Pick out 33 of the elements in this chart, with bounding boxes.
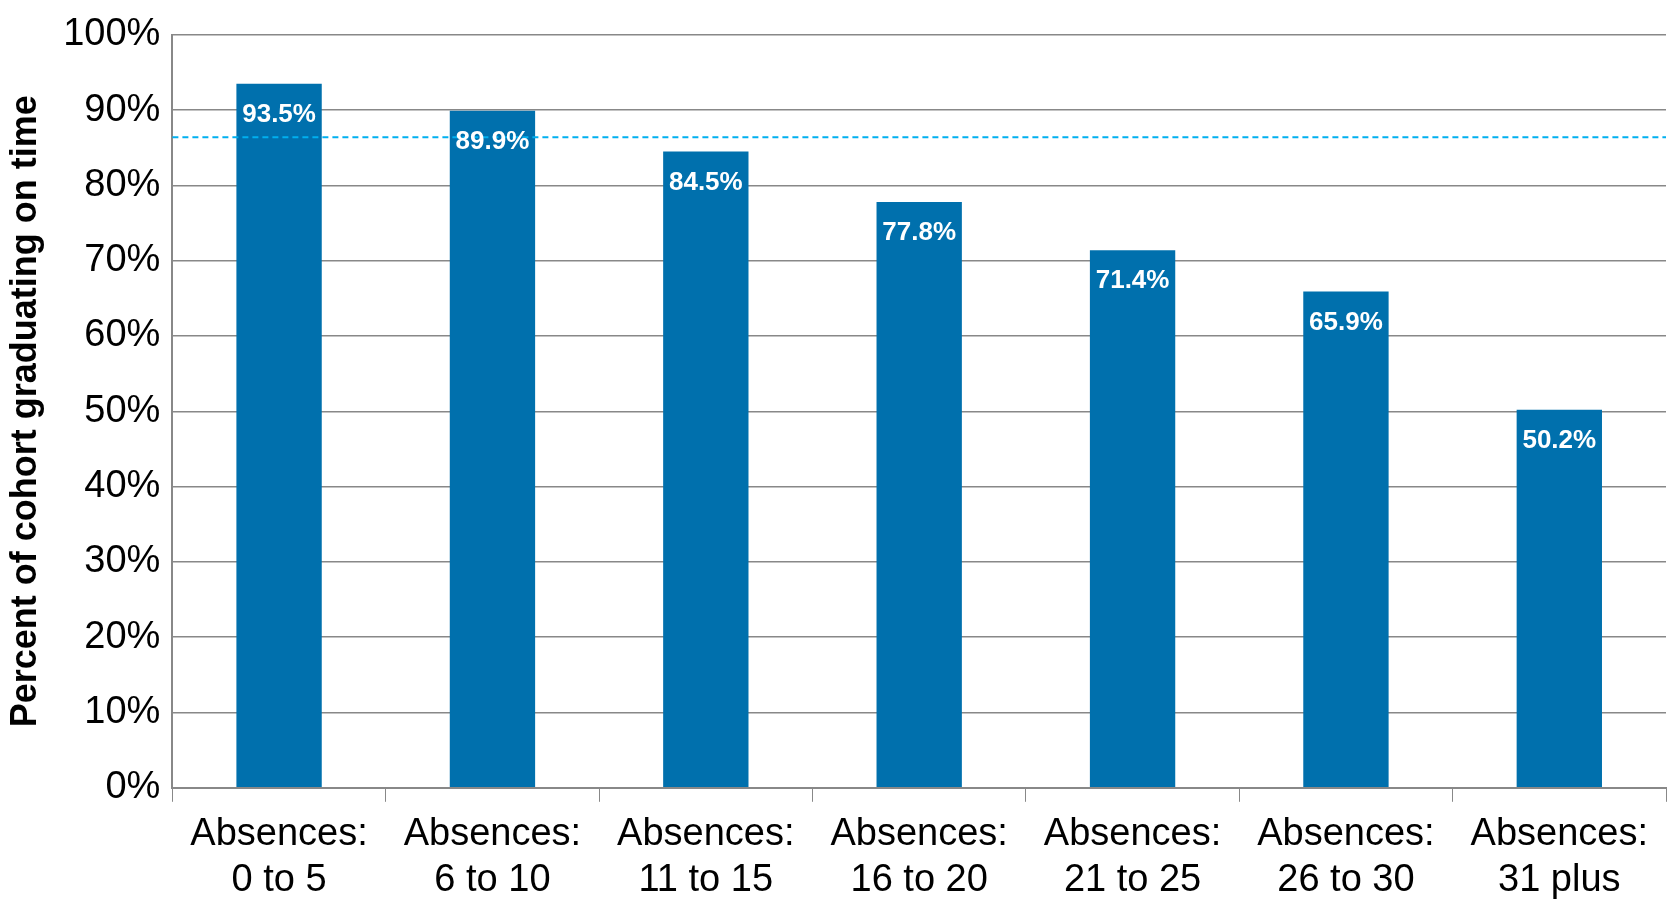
x-tick-label: Absences: 16 to 20 <box>830 811 1008 899</box>
y-tick-label: 100% <box>63 11 161 54</box>
y-tick-label: 80% <box>84 161 161 204</box>
data-label: 84.5% <box>668 165 743 196</box>
y-tick-label: 40% <box>84 463 161 506</box>
data-label: 65.9% <box>1309 305 1383 336</box>
bar <box>1303 291 1389 788</box>
y-tick-label: 50% <box>84 387 161 430</box>
y-tick-label: 70% <box>84 237 161 280</box>
y-tick-label: 20% <box>84 613 161 656</box>
x-tick-label: Absences: 6 to 10 <box>403 811 582 899</box>
bar <box>236 83 322 788</box>
bar <box>1516 409 1602 788</box>
y-tick-label: 0% <box>105 764 161 807</box>
data-label: 89.9% <box>455 125 530 156</box>
data-label: 93.5% <box>242 97 316 128</box>
x-tick-label: Absences: 0 to 5 <box>190 811 368 899</box>
y-axis-title: Percent of cohort graduating on time <box>2 95 44 728</box>
data-label: 71.4% <box>1095 264 1170 295</box>
y-tick-label: 30% <box>84 538 161 581</box>
bar <box>1089 250 1176 788</box>
x-tick-label: Absences: 31 plus <box>1470 811 1649 899</box>
x-tick-label: Absences: 26 to 30 <box>1257 811 1435 899</box>
bar <box>663 151 749 788</box>
data-label: 77.8% <box>882 216 957 247</box>
x-tick-label: Absences: 11 to 15 <box>617 811 795 899</box>
data-label: 50.2% <box>1522 423 1597 454</box>
y-tick-label: 10% <box>84 688 161 731</box>
bar <box>876 201 962 788</box>
bar <box>449 110 536 788</box>
y-tick-label: 90% <box>84 86 161 129</box>
y-tick-label: 60% <box>84 312 161 355</box>
x-tick-label: Absences: 21 to 25 <box>1043 811 1222 899</box>
